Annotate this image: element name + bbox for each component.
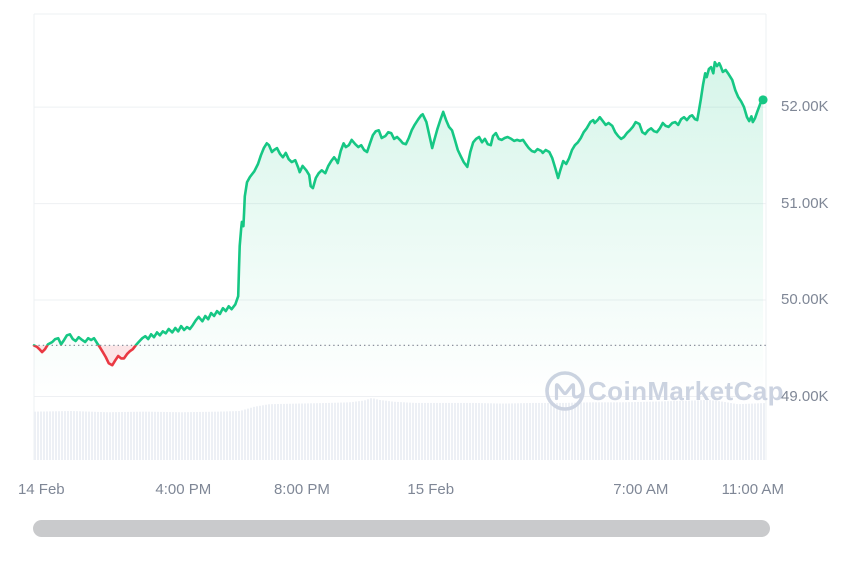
x-axis-label: 8:00 PM bbox=[273, 481, 330, 498]
chart-scrollbar-thumb[interactable] bbox=[33, 520, 770, 537]
x-axis-label: 7:00 AM bbox=[613, 481, 669, 498]
y-axis-label: 51.00K bbox=[781, 194, 829, 212]
x-axis-label: 4:00 PM bbox=[155, 481, 212, 498]
last-price-marker bbox=[758, 95, 768, 105]
volume-bars bbox=[34, 398, 765, 460]
area-fills bbox=[34, 62, 764, 397]
y-axis-label: 50.00K bbox=[781, 291, 829, 309]
price-line bbox=[32, 60, 765, 367]
y-axis-label: 49.00K bbox=[781, 387, 829, 405]
x-axis-label: 11:00 AM bbox=[721, 481, 784, 498]
y-axis-label: 52.00K bbox=[781, 98, 829, 116]
x-axis-label: 14 Feb bbox=[17, 481, 65, 498]
x-axis-label: 15 Feb bbox=[407, 481, 455, 498]
